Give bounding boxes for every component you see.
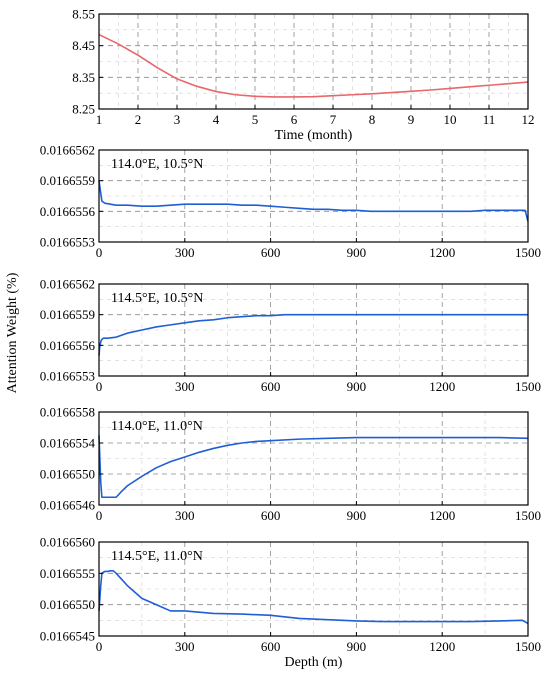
- chart-panel-3: 0 300 600 900 1200 1500 0.0166553 0.0166556 0.01…: [40, 277, 541, 395]
- x-tick-label: 9: [408, 112, 415, 127]
- chart-panel-2: 0 300 600 900 1200 1500 0.0166553 0.0166556 0.01…: [40, 143, 541, 261]
- x-tick-label: 11: [483, 112, 496, 127]
- x-tick-label: 1200: [429, 508, 455, 523]
- y-tick-label: 0.0166554: [40, 436, 96, 451]
- y-tick-label: 0.0166553: [40, 235, 95, 250]
- x-tick-label: 1: [96, 112, 103, 127]
- y-tick-label: 8.55: [72, 7, 95, 22]
- y-tick-label: 8.45: [72, 38, 95, 53]
- x-tick-label: 0: [96, 379, 103, 394]
- x-tick-label: 300: [175, 508, 195, 523]
- y-tick-label: 0.0166555: [40, 566, 95, 581]
- x-tick-label: 600: [261, 639, 281, 654]
- y-tick-label: 0.0166546: [40, 498, 96, 513]
- x-tick-label: 600: [261, 245, 281, 260]
- x-tick-label: 12: [522, 112, 535, 127]
- x-tick-label: 900: [347, 379, 367, 394]
- y-tick-label: 0.0166562: [40, 277, 95, 292]
- x-tick-label: 900: [347, 639, 367, 654]
- panel-location-annotation: 114.0°E, 11.0°N: [111, 419, 203, 434]
- y-tick-label: 0.0166550: [40, 597, 95, 612]
- y-tick-label: 0.0166556: [40, 204, 96, 219]
- plot-frame: [98, 13, 529, 110]
- x-tick-label: 6: [291, 112, 298, 127]
- y-tick-label: 0.0166562: [40, 143, 95, 158]
- chart-panel-5: 0 300 600 900 1200 1500 0.0166545 0.0166550 0.01…: [40, 535, 541, 671]
- shared-y-axis-label: Attention Weight (%): [5, 272, 20, 393]
- y-tick-label: 8.25: [72, 102, 95, 117]
- x-tick-label: 900: [347, 245, 367, 260]
- x-tick-label: 1500: [515, 639, 541, 654]
- plot-frame: [98, 541, 529, 637]
- y-tick-label: 8.35: [72, 70, 95, 85]
- x-tick-label: 0: [96, 508, 103, 523]
- x-tick-label: 1500: [515, 379, 541, 394]
- x-tick-label: 1200: [429, 379, 455, 394]
- series-line: [98, 435, 529, 499]
- x-tick-label: 1200: [429, 639, 455, 654]
- y-tick-label: 0.0166560: [40, 535, 95, 550]
- plot-frame: [98, 149, 529, 243]
- x-tick-label: 7: [330, 112, 337, 127]
- panel-location-annotation: 114.5°E, 10.5°N: [111, 291, 203, 306]
- y-tick-label: 0.0166558: [40, 405, 95, 420]
- x-tick-label: 4: [213, 112, 220, 127]
- y-tick-label: 0.0166545: [40, 629, 95, 644]
- x-tick-label: 10: [444, 112, 457, 127]
- panel-location-annotation: 114.0°E, 10.5°N: [111, 157, 203, 172]
- x-tick-label: 600: [261, 508, 281, 523]
- y-tick-label: 0.0166559: [40, 307, 95, 322]
- chart-panel-4: 0 300 600 900 1200 1500 0.0166546 0.0166550 0.01…: [40, 405, 541, 524]
- plot-frame: [98, 411, 529, 506]
- x-tick-label: 1500: [515, 508, 541, 523]
- x-axis-title: Time (month): [275, 128, 353, 143]
- plot-frame: [98, 283, 529, 377]
- y-tick-label: 0.0166550: [40, 467, 95, 482]
- x-tick-label: 600: [261, 379, 281, 394]
- x-tick-label: 0: [96, 639, 103, 654]
- x-tick-label: 0: [96, 245, 103, 260]
- x-tick-label: 900: [347, 508, 367, 523]
- series-line: [98, 313, 528, 356]
- x-tick-label: 3: [174, 112, 181, 127]
- series-line: [98, 570, 529, 625]
- x-tick-label: 300: [175, 245, 195, 260]
- x-tick-label: 2: [135, 112, 142, 127]
- x-tick-label: 1500: [515, 245, 541, 260]
- y-tick-label: 0.0166559: [40, 173, 95, 188]
- y-tick-label: 0.0166556: [40, 338, 96, 353]
- series-line: [98, 33, 529, 98]
- x-tick-label: 5: [252, 112, 259, 127]
- y-tick-label: 0.0166553: [40, 369, 95, 384]
- panel-location-annotation: 114.5°E, 11.0°N: [111, 549, 203, 564]
- series-line: [98, 180, 529, 222]
- x-tick-label: 300: [175, 379, 195, 394]
- x-tick-label: 300: [175, 639, 195, 654]
- x-tick-label: 8: [369, 112, 376, 127]
- x-tick-label: 1200: [429, 245, 455, 260]
- x-axis-title: Depth (m): [285, 655, 343, 670]
